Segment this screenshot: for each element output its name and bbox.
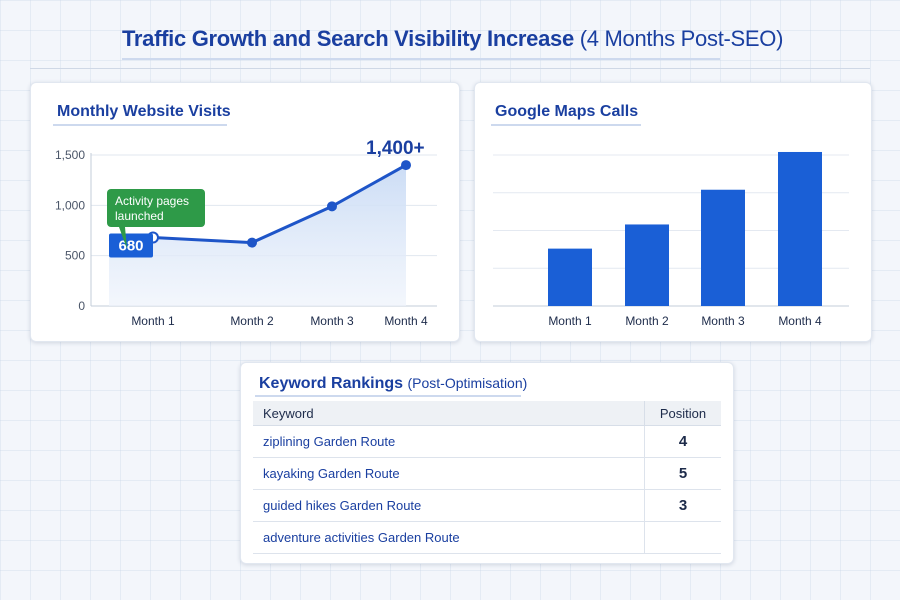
data-point — [247, 237, 257, 248]
keyword-cell: ziplining Garden Route — [253, 425, 645, 458]
keyword-rankings-card: Keyword Rankings (Post-Optimisation) Key… — [240, 362, 734, 564]
page-title-main: Traffic Growth and Search Visibility Inc… — [122, 26, 574, 51]
callout-box — [107, 189, 205, 227]
keyword-rankings-title: Keyword Rankings (Post-Optimisation) — [259, 375, 527, 393]
maps-title-underline — [491, 124, 641, 126]
keyword-rankings-subtitle: (Post-Optimisation) — [407, 375, 528, 391]
x-tick-label: Month 2 — [625, 314, 669, 328]
keyword-cell: kayaking Garden Route — [253, 457, 645, 490]
callout-pointer — [119, 227, 127, 249]
y-tick-label: 500 — [65, 249, 85, 263]
y-tick-label: 1,000 — [55, 198, 85, 212]
title-underline — [122, 58, 720, 60]
visits-area — [109, 165, 406, 306]
x-tick-label: Month 3 — [701, 314, 745, 328]
y-tick-label: 0 — [78, 299, 85, 313]
x-tick-label: Month 4 — [778, 314, 822, 328]
data-point — [401, 160, 411, 171]
table-row: kayaking Garden Route 5 — [253, 457, 721, 490]
x-tick-label: Month 4 — [384, 314, 428, 328]
visits-chart-card: Monthly Website Visits 0 500 1,000 1,500 Mon… — [30, 82, 460, 342]
position-cell: 4 — [644, 425, 721, 458]
visits-line — [152, 163, 407, 245]
maps-chart-title: Google Maps Calls — [495, 103, 639, 120]
x-tick-label: Month 3 — [310, 314, 354, 328]
position-cell: 5 — [644, 457, 721, 490]
table-row: adventure activities Garden Route — [253, 521, 721, 554]
callout-text-line1: Activity pages — [115, 194, 189, 208]
start-value-badge — [109, 233, 153, 258]
keyword-rankings-table: Keyword Position ziplining Garden Route … — [253, 401, 721, 554]
table-header-row: Keyword Position — [253, 401, 721, 426]
keyword-title-underline — [255, 395, 521, 397]
position-cell — [644, 521, 721, 554]
table-row: guided hikes Garden Route 3 — [253, 489, 721, 522]
page-title: Traffic Growth and Search Visibility Inc… — [122, 26, 783, 58]
x-tick-label: Month 1 — [548, 314, 592, 328]
page-title-sub: (4 Months Post-SEO) — [579, 26, 784, 51]
visits-title-underline — [53, 124, 227, 126]
table-row: ziplining Garden Route 4 — [253, 425, 721, 458]
visits-chart: 0 500 1,000 1,500 Month 1 Month 2 Month 3 Month… — [55, 138, 437, 328]
maps-chart: Month 1 Month 2 Month 3 Month 4 — [493, 151, 849, 328]
keyword-cell: guided hikes Garden Route — [253, 489, 645, 522]
x-tick-label: Month 2 — [230, 314, 274, 328]
end-value-label: 1,400+ — [366, 138, 425, 159]
position-column-header: Position — [644, 401, 721, 426]
callout-text-line2: launched — [115, 209, 164, 223]
bar — [625, 224, 669, 306]
x-tick-label: Month 1 — [131, 314, 175, 328]
bar — [778, 151, 822, 306]
keyword-cell: adventure activities Garden Route — [253, 521, 645, 554]
bar — [701, 189, 745, 306]
y-tick-label: 1,500 — [55, 148, 85, 162]
header-divider — [30, 68, 870, 69]
visits-chart-title: Monthly Website Visits — [57, 103, 231, 120]
bar — [548, 248, 592, 306]
start-value-label: 680 — [118, 238, 143, 255]
position-cell: 3 — [644, 489, 721, 522]
keyword-column-header: Keyword — [253, 401, 645, 426]
data-point — [327, 201, 337, 212]
keyword-rankings-title-main: Keyword Rankings — [259, 375, 404, 392]
